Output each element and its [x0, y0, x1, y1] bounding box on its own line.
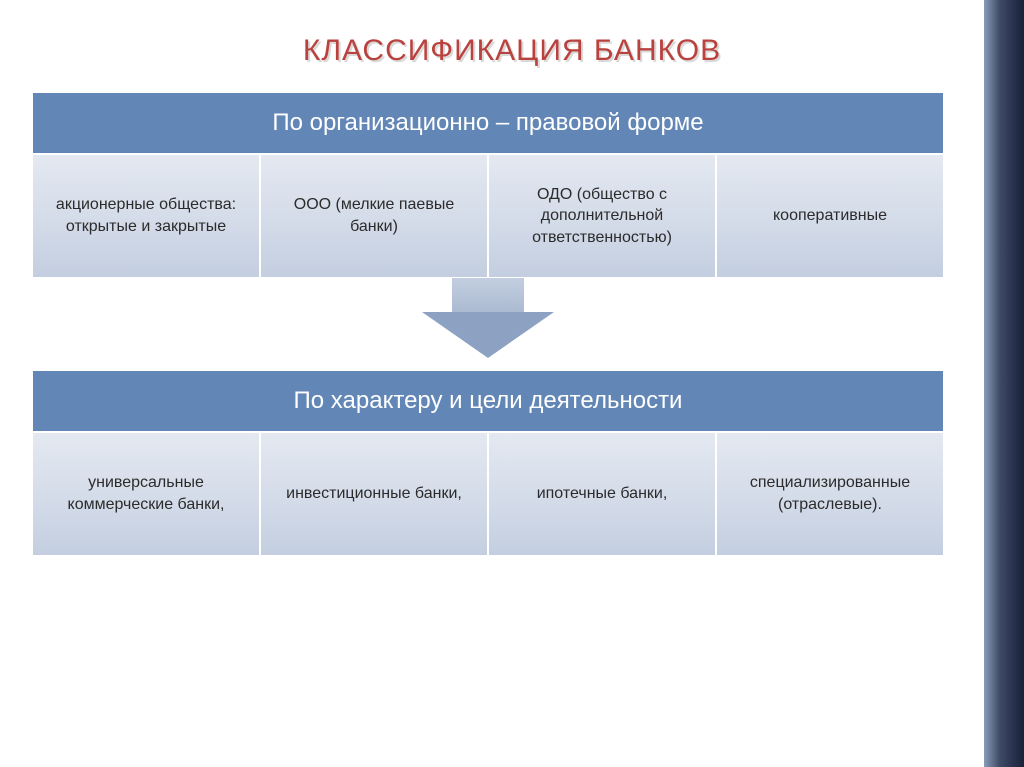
block-row: акционерные общества: открытые и закрыты… — [32, 154, 944, 278]
cell: универсальные коммерческие банки, — [32, 432, 260, 556]
classification-block-activity: По характеру и цели деятельности универс… — [32, 370, 944, 556]
slide-side-accent — [984, 0, 1024, 767]
block-row: универсальные коммерческие банки, инвест… — [32, 432, 944, 556]
cell: акционерные общества: открытые и закрыты… — [32, 154, 260, 278]
cell: ОДО (общество с дополнительной ответстве… — [488, 154, 716, 278]
page-title: КЛАССИФИКАЦИЯ БАНКОВ — [0, 0, 1024, 92]
block-header: По характеру и цели деятельности — [32, 370, 944, 432]
classification-block-legal-form: По организационно – правовой форме акцио… — [32, 92, 944, 278]
diagram-content: По организационно – правовой форме акцио… — [0, 92, 984, 556]
block-header: По организационно – правовой форме — [32, 92, 944, 154]
arrow-head — [422, 312, 554, 358]
arrow-stem — [452, 278, 524, 314]
cell: ипотечные банки, — [488, 432, 716, 556]
cell: специализированные (отраслевые). — [716, 432, 944, 556]
cell: инвестиционные банки, — [260, 432, 488, 556]
arrow-head-wrap — [32, 312, 944, 358]
cell: кооперативные — [716, 154, 944, 278]
cell: ООО (мелкие паевые банки) — [260, 154, 488, 278]
down-arrow — [32, 278, 944, 358]
